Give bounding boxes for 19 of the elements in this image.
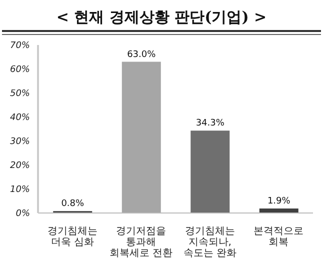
data-label: 0.8% xyxy=(61,199,84,210)
x-tick-label: 경기저점을 통과해 회복세로 전환 xyxy=(110,226,173,259)
bar xyxy=(190,130,230,213)
data-label: 34.3% xyxy=(196,118,225,129)
x-tick-label: 경기침체는 더욱 심화 xyxy=(47,226,98,248)
bar xyxy=(122,62,161,213)
y-tick-label: 0% xyxy=(16,209,30,220)
y-tick-label: 10% xyxy=(10,185,30,196)
y-tick-label: 70% xyxy=(10,41,30,52)
data-label: 63.0% xyxy=(127,50,156,60)
y-tick-label: 60% xyxy=(10,65,30,76)
x-tick-label: 경기침체는 지속되나, 속도는 완화 xyxy=(183,226,236,259)
y-tick-label: 30% xyxy=(10,137,30,148)
y-tick-label: 20% xyxy=(10,161,30,172)
chart-title: < 현재 경제상황 판단(기업) > xyxy=(55,7,268,28)
y-tick-label: 40% xyxy=(10,113,30,124)
x-tick-label: 본격적으로 회복 xyxy=(254,226,304,248)
y-tick-label: 50% xyxy=(10,89,30,100)
data-label: 1.9% xyxy=(267,196,291,206)
